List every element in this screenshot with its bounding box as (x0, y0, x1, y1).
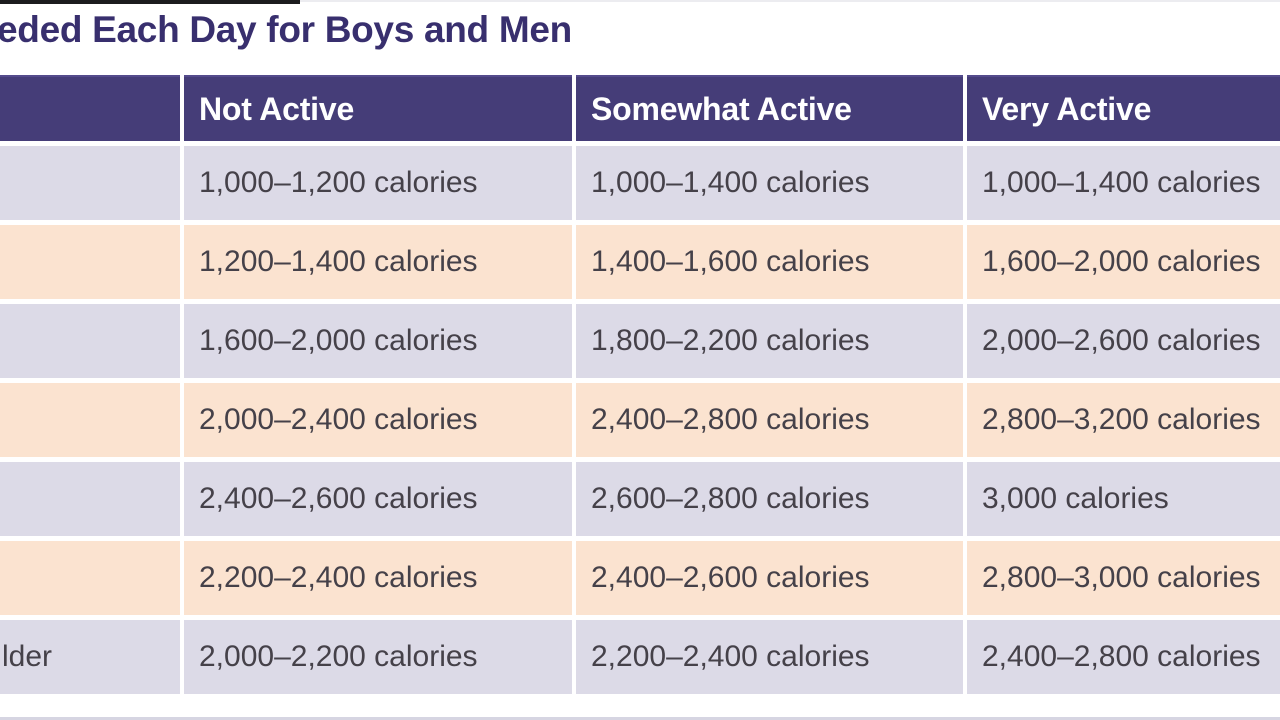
table-cell-age (0, 304, 180, 378)
calories-table: Not Active Somewhat Active Very Active 1… (0, 75, 1280, 694)
table-cell: 1,800–2,200 calories (576, 304, 963, 378)
table-cell: 3,000 calories (967, 462, 1280, 536)
table-cell-age (0, 541, 180, 615)
table-cell: 1,000–1,200 calories (184, 146, 572, 220)
table-cell: 2,600–2,800 calories (576, 462, 963, 536)
table-cell: 2,800–3,000 calories (967, 541, 1280, 615)
table-cell: 2,400–2,600 calories (184, 462, 572, 536)
page-title: eded Each Day for Boys and Men (0, 9, 572, 50)
table-cell-age (0, 462, 180, 536)
column-header-very-active: Very Active (967, 75, 1280, 141)
column-header-age (0, 75, 180, 141)
table-cell: 1,000–1,400 calories (967, 146, 1280, 220)
table-cell-age (0, 146, 180, 220)
table-cell-age (0, 383, 180, 457)
table-cell: 1,400–1,600 calories (576, 225, 963, 299)
table-cell: 1,000–1,400 calories (576, 146, 963, 220)
table-cell: 1,600–2,000 calories (967, 225, 1280, 299)
table-cell: 1,200–1,400 calories (184, 225, 572, 299)
table-cell: 2,000–2,600 calories (967, 304, 1280, 378)
table-cell: 2,400–2,800 calories (576, 383, 963, 457)
column-header-not-active: Not Active (184, 75, 572, 141)
top-edge-bar (0, 0, 300, 4)
table-cell-age (0, 225, 180, 299)
table-cell: 2,200–2,400 calories (576, 620, 963, 694)
table-cell: 2,000–2,400 calories (184, 383, 572, 457)
table-cell: 1,600–2,000 calories (184, 304, 572, 378)
column-header-somewhat-active: Somewhat Active (576, 75, 963, 141)
top-edge-line (0, 0, 1280, 2)
table-cell: 2,400–2,600 calories (576, 541, 963, 615)
table-cell: 2,200–2,400 calories (184, 541, 572, 615)
table-cell: 2,800–3,200 calories (967, 383, 1280, 457)
table-cell-age: lder (0, 620, 180, 694)
table-cell: 2,000–2,200 calories (184, 620, 572, 694)
table-cell: 2,400–2,800 calories (967, 620, 1280, 694)
bottom-edge-strip (0, 717, 1280, 720)
